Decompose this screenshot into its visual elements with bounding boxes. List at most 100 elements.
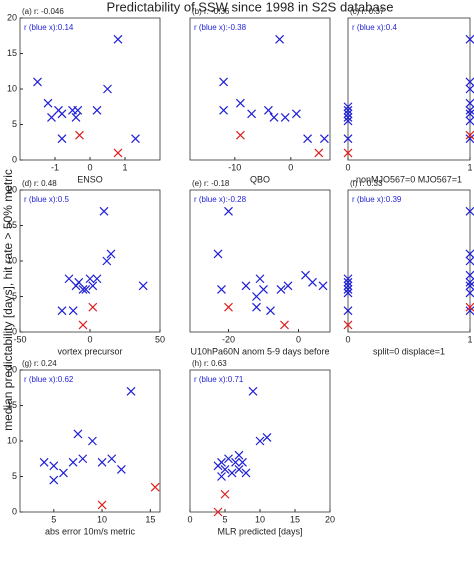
annotation: (f) r: 0.33 (350, 179, 383, 188)
point (217, 284, 226, 294)
point (235, 98, 245, 108)
point (280, 320, 289, 330)
point (224, 454, 233, 464)
point (241, 281, 251, 291)
x-axis-label: ENSO (77, 174, 103, 184)
point (301, 270, 310, 280)
point (99, 206, 109, 216)
point (343, 288, 353, 298)
point (97, 457, 107, 467)
point (275, 34, 285, 44)
point (49, 461, 59, 471)
point (217, 472, 226, 481)
point (262, 433, 272, 442)
y-tick-label: 10 (7, 435, 17, 445)
point (217, 457, 226, 467)
point (78, 454, 88, 464)
point (150, 482, 160, 492)
y-tick-label: 15 (7, 400, 17, 410)
point (465, 105, 474, 115)
point (252, 292, 261, 301)
point (220, 464, 230, 474)
point (73, 105, 83, 115)
x-tick-label: 0 (187, 514, 192, 524)
x-axis-label: U10hPa60N anom 5-9 days before (190, 346, 329, 356)
annotation: (c) r: 0.37 (350, 7, 385, 16)
point (343, 134, 353, 144)
point (138, 281, 148, 291)
point (78, 284, 88, 294)
r-label: r (blue x):-0.28 (194, 195, 247, 204)
point (49, 475, 59, 485)
y-tick-label: 15 (7, 220, 17, 230)
point (220, 489, 230, 499)
point (319, 134, 329, 144)
point (224, 302, 233, 312)
point (465, 116, 474, 126)
x-tick-label: 0 (296, 334, 301, 344)
r-label: r (blue x):0.5 (24, 195, 69, 204)
x-tick-label: 10 (97, 514, 107, 524)
y-tick-label: 20 (7, 184, 17, 194)
x-tick-label: 0 (345, 162, 350, 172)
x-tick-label: 50 (155, 334, 165, 344)
point (238, 457, 247, 467)
x-axis-label: MLR predicted [days] (217, 526, 302, 536)
point (252, 302, 261, 312)
point (343, 102, 353, 112)
point (68, 457, 78, 467)
point (213, 249, 223, 259)
x-tick-label: 15 (145, 514, 155, 524)
point (224, 206, 233, 216)
point (343, 148, 353, 158)
point (465, 84, 474, 94)
x-tick-label: 0 (288, 162, 293, 172)
plot-frame (189, 17, 331, 161)
y-tick-label: 5 (12, 471, 17, 481)
point (465, 302, 474, 312)
y-tick-label: 5 (12, 119, 17, 129)
point (343, 277, 353, 287)
point (465, 206, 474, 216)
point (343, 284, 353, 294)
point (64, 274, 74, 284)
point (465, 270, 474, 280)
point (59, 468, 68, 478)
r-label: r (blue x):0.4 (352, 23, 397, 32)
point (465, 249, 474, 259)
point (263, 105, 273, 115)
point (43, 98, 53, 108)
plot-frame (347, 17, 471, 161)
x-tick-label: -50 (13, 334, 26, 344)
point (116, 464, 126, 474)
point (465, 98, 474, 108)
y-tick-label: 0 (12, 154, 17, 164)
point (113, 34, 123, 44)
x-tick-label: 5 (51, 514, 56, 524)
point (92, 274, 102, 284)
point (465, 256, 474, 266)
annotation: (h) r: 0.63 (192, 359, 227, 368)
point (465, 277, 474, 287)
point (57, 306, 67, 316)
r-label: r (blue x):0.71 (194, 375, 244, 384)
y-tick-label: 10 (7, 83, 17, 93)
point (343, 306, 353, 316)
annotation: (e) r: -0.18 (192, 179, 230, 188)
point (343, 320, 353, 330)
point (259, 284, 268, 294)
plot-frame (347, 189, 471, 333)
point (247, 109, 257, 119)
point (248, 386, 258, 396)
point (234, 450, 244, 460)
x-axis-label: vortex precursor (57, 346, 122, 356)
x-tick-label: 1 (122, 162, 127, 172)
point (57, 134, 67, 144)
point (343, 281, 353, 291)
x-tick-label: -1 (51, 162, 59, 172)
x-tick-label: 0 (87, 334, 92, 344)
point (78, 320, 88, 330)
plot-frame (19, 369, 161, 513)
point (231, 457, 240, 467)
point (343, 274, 353, 284)
